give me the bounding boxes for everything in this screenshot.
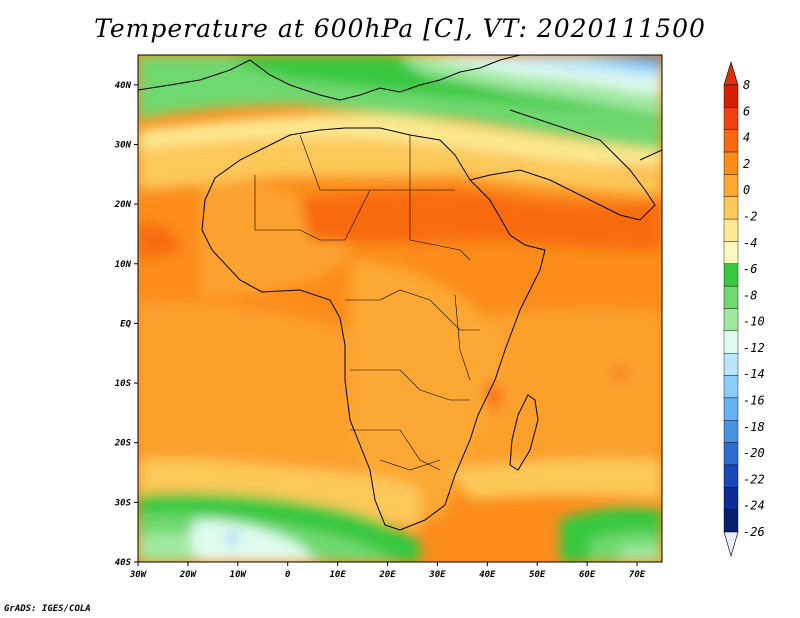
colorbar-label: -4 [743, 236, 757, 250]
colorbar-label: -6 [743, 262, 757, 276]
lat-tick-label: 30N [114, 140, 132, 150]
colorbar-label: -18 [743, 420, 765, 434]
colorbar-swatch [723, 241, 739, 264]
arabia-coastline [469, 109, 656, 221]
lon-tick-label: 30W [129, 570, 148, 580]
country-borders [254, 134, 480, 471]
coastlines [138, 55, 662, 531]
map-frame [137, 54, 663, 563]
map-title: Temperature at 600hPa [C], VT: 202011150… [94, 14, 706, 43]
lat-tick-label: 10N [115, 260, 132, 270]
colorbar-swatch [723, 487, 739, 510]
colorbar-swatch [723, 375, 739, 399]
lat-tick-label: EQ [120, 319, 131, 329]
colorbar-label: -2 [743, 209, 757, 223]
colorbar-swatch [723, 330, 739, 354]
colorbar-label: -24 [743, 499, 765, 513]
colorbar-swatch [723, 420, 739, 443]
lon-tick-label: 60E [579, 570, 596, 580]
colorbar-label: -26 [743, 525, 765, 539]
lat-tick-label: 40N [115, 81, 132, 91]
colorbar-swatch [723, 464, 739, 488]
india-coastline [639, 149, 662, 161]
temperature-field [138, 55, 662, 562]
africa-coastline [201, 127, 546, 531]
colorbar-swatch [723, 151, 739, 175]
colorbar-swatch [723, 263, 739, 287]
colorbar-label: -20 [743, 446, 765, 460]
colorbar-swatch [723, 308, 739, 332]
colorbar-label: 4 [743, 131, 750, 145]
lon-tick-label: 10W [230, 570, 248, 580]
colorbar-label: -22 [743, 472, 765, 486]
colorbar-swatch [723, 509, 739, 533]
lon-tick-label: 50E [529, 570, 546, 580]
madagascar-coastline [509, 394, 539, 471]
colorbar-label: 0 [743, 183, 750, 197]
lon-tick-label: 20E [378, 570, 396, 580]
colorbar-swatch [723, 129, 739, 153]
colorbar: 8 6 4 2 0 -2 -4 -6 -8 -10 -12 -14 -16 -18 -20 -22 -24 -26 [723, 60, 765, 558]
lat-tick-label: 20N [114, 200, 132, 210]
lon-tick-label: 20W [179, 570, 198, 580]
lat-tick-label: 40S [115, 558, 132, 568]
colorbar-swatch [723, 397, 739, 421]
colorbar-swatch [723, 442, 739, 466]
colorbar-swatch [723, 353, 739, 376]
colorbar-under-triangle [723, 531, 739, 558]
colorbar-label: -12 [743, 341, 765, 355]
lon-tick-label: 40E [479, 570, 496, 580]
colorbar-over-triangle [723, 60, 739, 86]
lon-tick-label: 0 [285, 570, 291, 580]
colorbar-swatch [723, 107, 739, 130]
lat-tick-label: 20S [114, 439, 132, 449]
lon-tick-label: 70E [629, 570, 646, 580]
colorbar-swatch [723, 218, 739, 242]
colorbar-label: 6 [743, 104, 750, 118]
colorbar-swatch [723, 84, 739, 108]
colorbar-swatch [723, 174, 739, 197]
longitude-ticks: 30W 20W 10W 0 10E 20E 30E 40E 50E 60E 70E [129, 562, 646, 580]
lat-tick-label: 10S [115, 379, 132, 389]
colorbar-label: -8 [743, 288, 757, 302]
colorbar-swatch [723, 285, 739, 309]
colorbar-label: -16 [743, 394, 765, 408]
colorbar-label: 2 [743, 157, 750, 171]
lat-tick-label: 30S [114, 498, 132, 508]
credit-text: GrADS: IGES/COLA [4, 604, 91, 614]
latitude-ticks: 40N 30N 20N 10N EQ 10S 20S 30S 40S [114, 81, 138, 568]
lon-tick-label: 10E [329, 570, 346, 580]
colorbar-label: -10 [743, 315, 765, 329]
colorbar-label: -14 [743, 367, 765, 381]
europe-coastline [138, 55, 521, 101]
colorbar-label: 8 [743, 78, 750, 92]
colorbar-swatch [723, 196, 739, 220]
lon-tick-label: 30E [428, 570, 446, 580]
